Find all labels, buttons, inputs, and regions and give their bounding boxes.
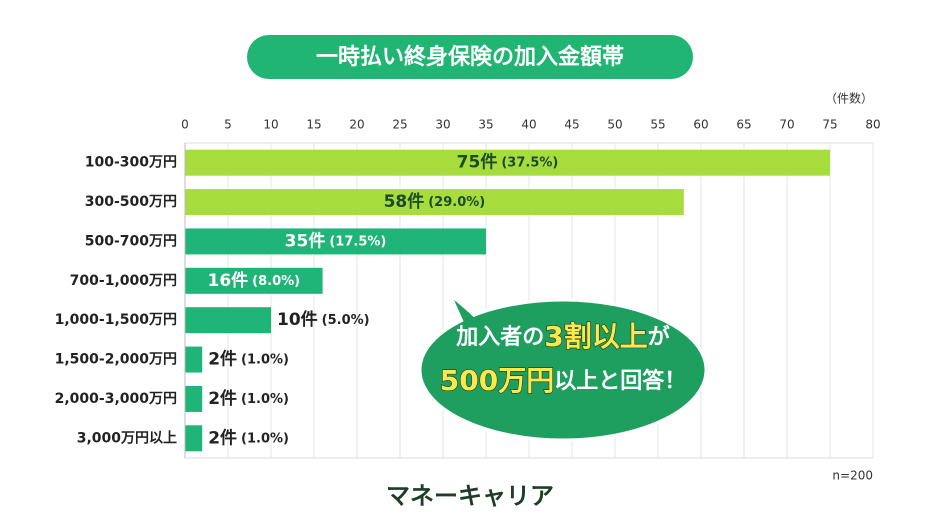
share-label: (8.0%)	[252, 273, 300, 288]
bar	[185, 228, 486, 255]
callout	[418, 294, 708, 442]
share-label: (29.0%)	[428, 195, 485, 210]
y-tick-label: 3,000万円以上	[77, 430, 177, 446]
data-label: 10件 (5.0%)	[277, 309, 370, 330]
x-tick-label: 30	[435, 118, 450, 132]
data-label: 58件 (29.0%)	[384, 191, 486, 212]
y-tick-label: 1,000-1,500万円	[55, 312, 177, 328]
brand: マネーキャリア	[386, 482, 554, 510]
x-tick-label: 70	[779, 118, 794, 132]
bar	[185, 149, 830, 176]
title-pill	[247, 35, 693, 79]
y-tick-label: 2,000-3,000万円	[55, 391, 177, 407]
value-label: 16件	[207, 270, 248, 291]
note: n=200	[832, 469, 873, 483]
data-label: 75件 (37.5%)	[457, 152, 559, 173]
data-label: 2件 (1.0%)	[208, 388, 289, 409]
value-label: 2件	[208, 349, 237, 370]
share-label: (1.0%)	[241, 352, 289, 367]
x-tick-label: 20	[349, 118, 364, 132]
bar	[185, 307, 271, 334]
y-tick-label: 100-300万円	[85, 155, 177, 171]
x-tick-label: 55	[650, 118, 665, 132]
callout-highlight: 3	[544, 320, 563, 353]
callout-bubble	[418, 298, 708, 442]
x-tick-label: 50	[607, 118, 622, 132]
x-tick-label: 5	[224, 118, 232, 132]
x-tick-label: 15	[306, 118, 321, 132]
value-label: 10件	[277, 309, 318, 330]
callout-plain: 以上と回答！	[554, 368, 686, 394]
y-tick-label: 700-1,000万円	[70, 273, 177, 289]
x-tick-label: 75	[822, 118, 837, 132]
unit-label: （件数）	[825, 91, 873, 106]
callout-tail-fill	[454, 300, 484, 340]
chart-title: 一時払い終身保険の加入金額帯	[316, 44, 624, 70]
x-tick-label: 0	[181, 118, 189, 132]
bar	[185, 425, 203, 452]
x-tick-label: 25	[392, 118, 407, 132]
value-label: 2件	[208, 388, 237, 409]
data-label: 2件 (1.0%)	[208, 427, 289, 448]
share-label: (17.5%)	[329, 234, 386, 249]
share-label: (37.5%)	[501, 155, 558, 170]
bar	[185, 346, 203, 373]
value-label: 2件	[208, 427, 237, 448]
data-label: 2件 (1.0%)	[208, 349, 289, 370]
share-label: (5.0%)	[322, 313, 370, 328]
share-label: (1.0%)	[241, 431, 289, 446]
x-tick-label: 65	[736, 118, 751, 132]
bar	[185, 385, 203, 412]
callout-plain: が	[648, 324, 670, 350]
data-label: 35件 (17.5%)	[285, 230, 387, 251]
bar	[185, 189, 684, 216]
callout-highlight: 500万円	[440, 364, 554, 397]
bar	[185, 267, 323, 294]
value-label: 75件	[457, 152, 498, 173]
x-tick-label: 80	[865, 118, 880, 132]
x-tick-label: 45	[564, 118, 579, 132]
share-label: (1.0%)	[241, 391, 289, 406]
data-label: 16件 (8.0%)	[207, 270, 300, 291]
x-tick-label: 35	[478, 118, 493, 132]
x-tick-label: 60	[693, 118, 708, 132]
y-tick-label: 1,500-2,000万円	[55, 352, 177, 368]
y-tick-label: 300-500万円	[85, 194, 177, 210]
callout-text: 加入者の3割以上が	[455, 320, 670, 353]
callout-plain: 加入者の	[455, 325, 544, 350]
y-tick-label: 500-700万円	[85, 233, 177, 249]
x-tick-label: 40	[521, 118, 536, 132]
value-label: 35件	[285, 230, 326, 251]
x-tick-label: 10	[263, 118, 278, 132]
value-label: 58件	[384, 191, 425, 212]
callout-text: 500万円以上と回答！	[440, 364, 686, 397]
callout-highlight: 割以上	[564, 320, 648, 353]
